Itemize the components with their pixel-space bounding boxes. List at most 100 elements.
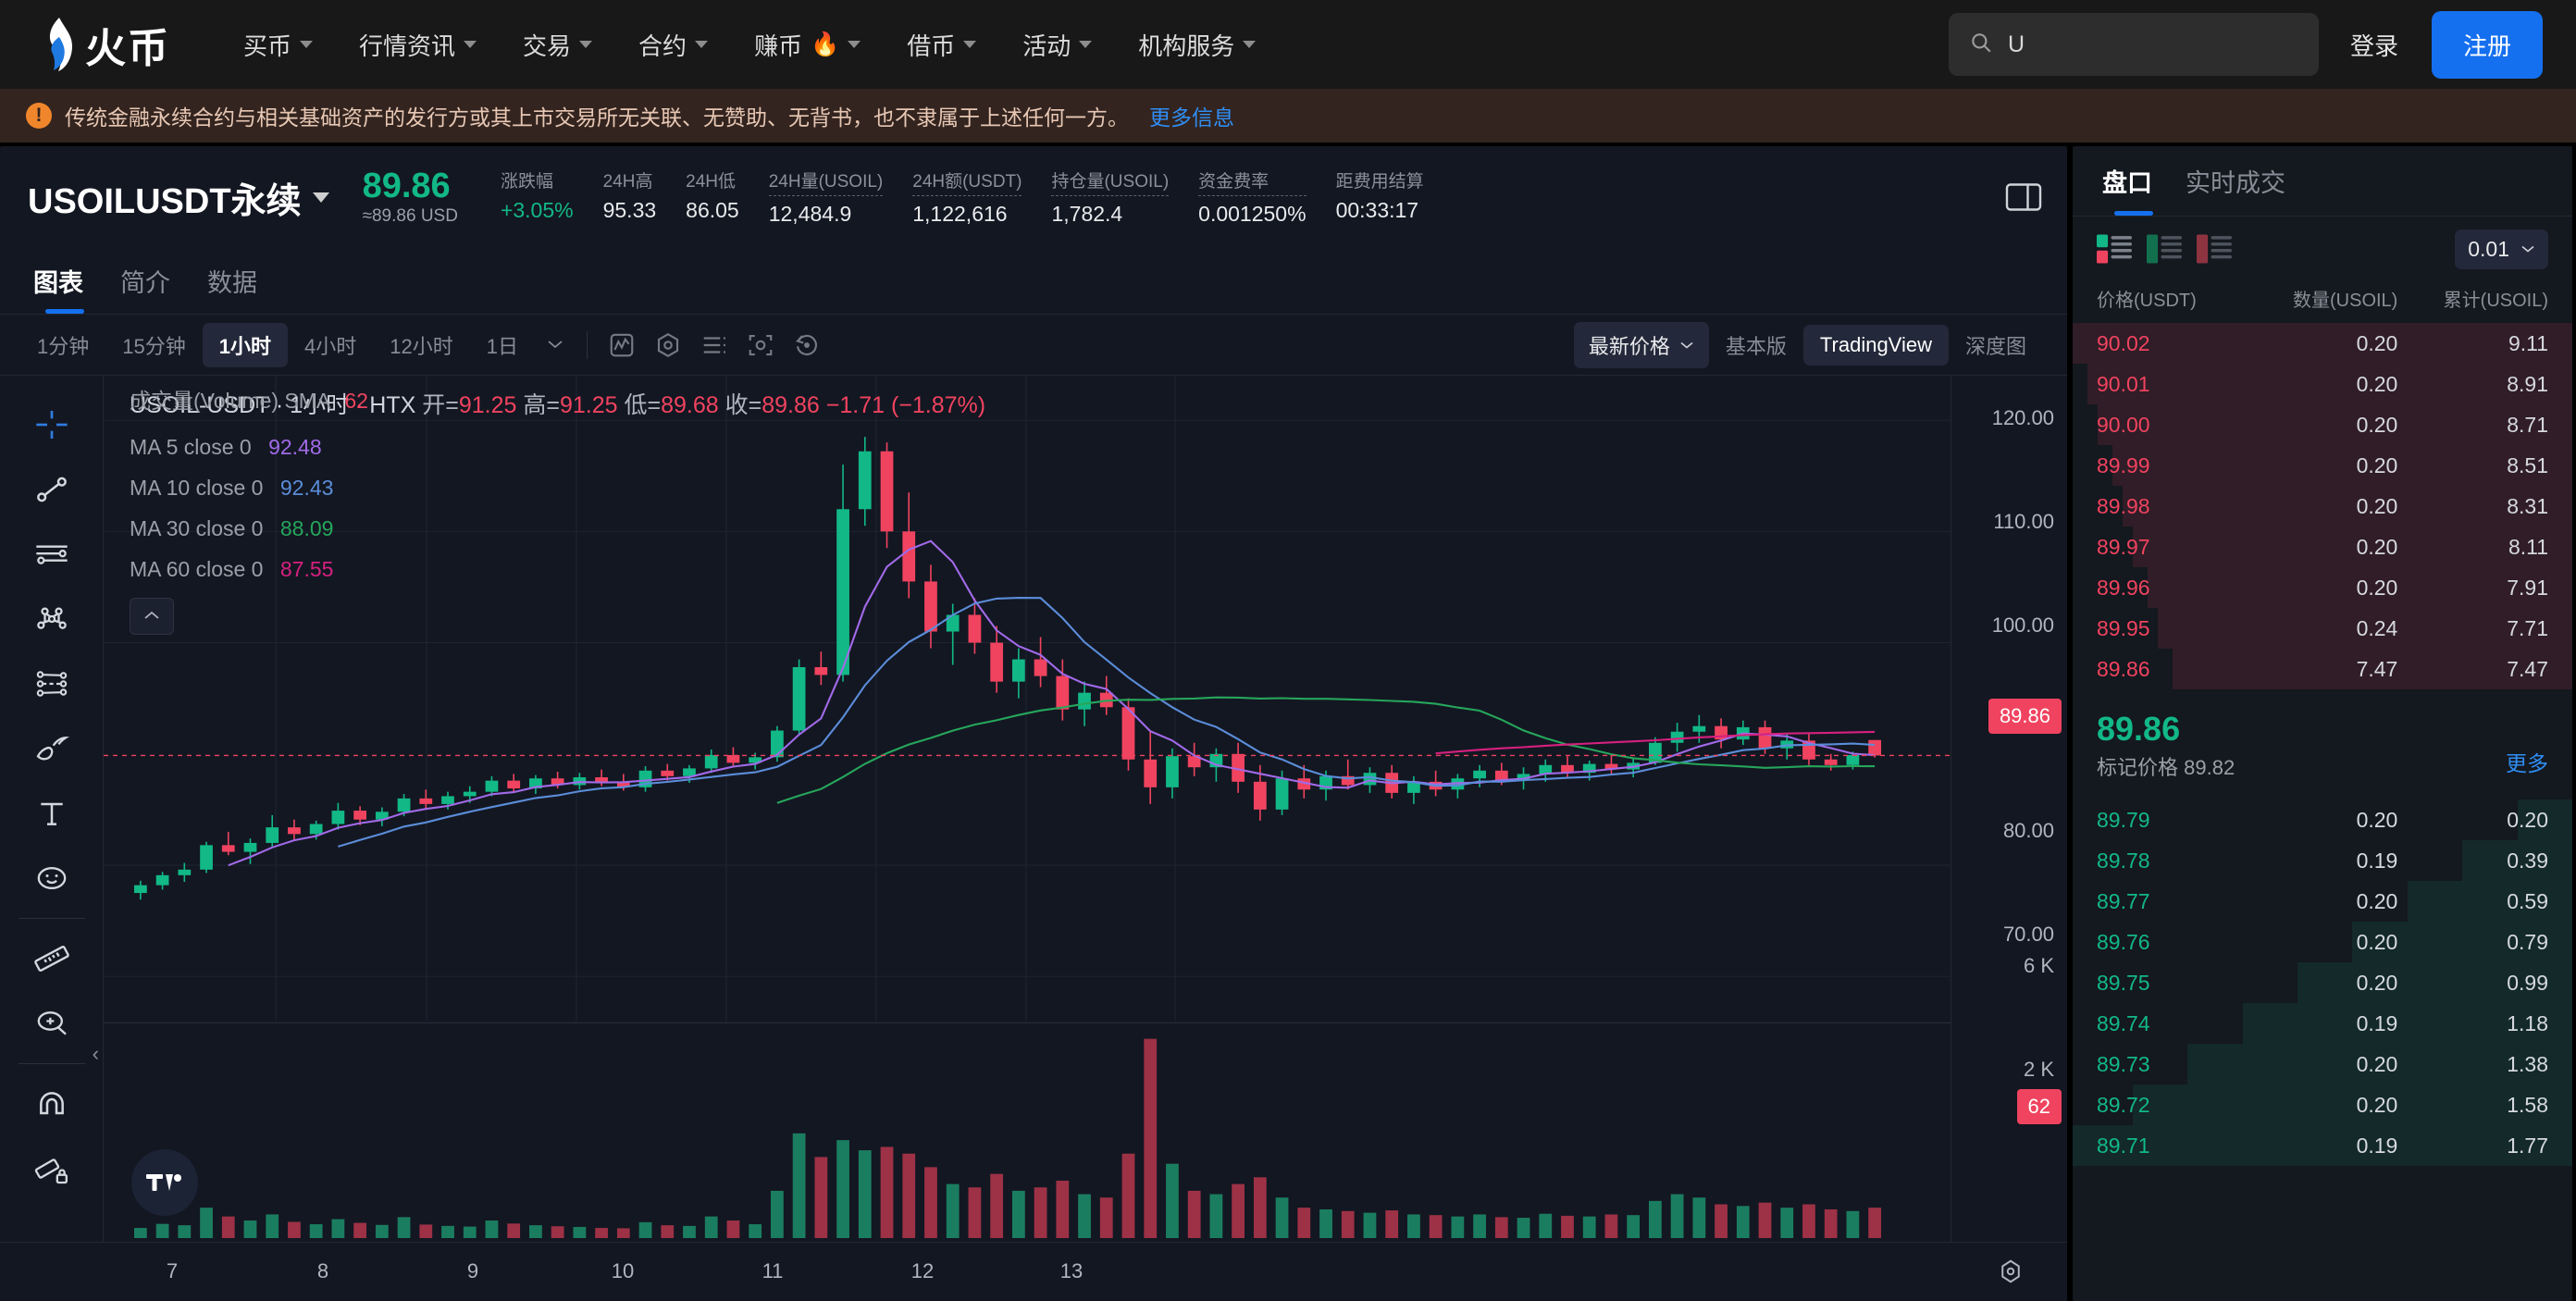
- asks-only-icon[interactable]: [2197, 234, 2232, 264]
- list-icon[interactable]: [691, 327, 737, 364]
- more-link[interactable]: 更多: [2506, 751, 2548, 776]
- price-mode-selector[interactable]: 最新价格: [1573, 321, 1709, 368]
- timeframe-1m[interactable]: 1分钟: [37, 334, 90, 358]
- horizontal-lines-icon[interactable]: [21, 522, 82, 587]
- magnet-icon[interactable]: [21, 1072, 82, 1136]
- ask-row[interactable]: 89.98 0.20 8.31: [2073, 486, 2572, 527]
- ask-row[interactable]: 90.02 0.20 9.11: [2073, 323, 2572, 364]
- ask-row[interactable]: 89.95 0.24 7.71: [2073, 608, 2572, 649]
- tab-recent-trades[interactable]: 实时成交: [2186, 169, 2285, 197]
- ma60-value: 87.55: [279, 557, 334, 581]
- search-input[interactable]: [2007, 31, 2298, 58]
- htx-logo[interactable]: 火币: [41, 15, 170, 74]
- volume-sma-value: 62: [344, 389, 368, 413]
- layout-toggle-icon[interactable]: [2004, 180, 2043, 214]
- volume-label: 成交量(Volume) SMA: [130, 389, 329, 413]
- nav-item-buy[interactable]: 买币: [220, 28, 336, 62]
- lock-pencil-icon[interactable]: [21, 1136, 82, 1201]
- both-sides-icon[interactable]: [2097, 234, 2132, 264]
- collapse-toolbar-icon[interactable]: ‹: [92, 1042, 99, 1065]
- bid-row[interactable]: 89.76 0.20 0.79: [2073, 922, 2572, 963]
- bid-row[interactable]: 89.74 0.19 1.18: [2073, 1003, 2572, 1045]
- ohlc-open-label: 开=: [422, 392, 459, 418]
- chevron-down-icon: [1079, 41, 1093, 48]
- y-tick: 120.00: [1991, 406, 2054, 429]
- chart-mode-depth[interactable]: 深度图: [1964, 334, 2026, 358]
- nav-item-trade[interactable]: 交易: [500, 28, 615, 62]
- timeframe-1d[interactable]: 1日: [486, 334, 518, 358]
- ask-row[interactable]: 90.00 0.20 8.71: [2073, 404, 2572, 445]
- undo-icon[interactable]: [784, 327, 830, 364]
- nav-item-markets[interactable]: 行情资讯: [336, 28, 500, 62]
- chart-mode-tradingview[interactable]: TradingView: [1802, 324, 1949, 366]
- timeframe-15m[interactable]: 15分钟: [122, 334, 186, 358]
- banner-more-link[interactable]: 更多信息: [1149, 105, 1234, 130]
- nav-item-events[interactable]: 活动: [999, 28, 1115, 62]
- bid-row[interactable]: 89.73 0.20 1.38: [2073, 1044, 2572, 1085]
- bid-row[interactable]: 89.78 0.19 0.39: [2073, 840, 2572, 882]
- toolbar-divider: [18, 918, 85, 919]
- stat-label[interactable]: 24H额(USDT): [912, 167, 1022, 196]
- flame-logo-icon: [41, 17, 80, 72]
- order-price: 90.00: [2097, 412, 2150, 437]
- bid-row[interactable]: 89.71 0.19 1.77: [2073, 1125, 2572, 1167]
- chart-mode-basic[interactable]: 基本版: [1725, 334, 1787, 358]
- tab-orderbook[interactable]: 盘口: [2099, 146, 2169, 216]
- time-axis[interactable]: 7 8 9 10 11 12 13: [0, 1242, 2067, 1301]
- tradingview-logo[interactable]: [131, 1149, 198, 1216]
- brush-icon[interactable]: [21, 716, 82, 781]
- chart-plot[interactable]: USOIL-USDT · 1小时 · HTX 开=91.25 高=91.25 低…: [104, 376, 1951, 1242]
- bid-row[interactable]: 89.77 0.20 0.59: [2073, 881, 2572, 923]
- tick-size-selector[interactable]: 0.01: [2455, 229, 2548, 269]
- signup-button[interactable]: 注册: [2431, 10, 2543, 79]
- pair-selector[interactable]: USOILUSDT永续: [28, 172, 329, 223]
- zoom-in-icon[interactable]: [21, 991, 82, 1056]
- price-axis[interactable]: 120.00 110.00 100.00 89.86 80.00 70.00 6…: [1951, 376, 2067, 1242]
- nav-item-institutional[interactable]: 机构服务: [1115, 28, 1279, 62]
- bid-row[interactable]: 89.79 0.20 0.20: [2073, 799, 2572, 841]
- timeframe-4h[interactable]: 4小时: [303, 334, 357, 358]
- stat-label[interactable]: 资金费率: [1198, 167, 1307, 196]
- timezone-clock-icon[interactable]: [1997, 1258, 2025, 1290]
- text-icon[interactable]: [21, 781, 82, 846]
- chevron-down-icon[interactable]: [535, 335, 576, 354]
- settings-hex-icon[interactable]: [645, 327, 691, 364]
- emoji-icon[interactable]: [21, 846, 82, 911]
- trendline-icon[interactable]: [21, 457, 82, 522]
- ask-row[interactable]: 89.99 0.20 8.51: [2073, 445, 2572, 486]
- tab-intro[interactable]: 简介: [120, 269, 170, 297]
- search-box[interactable]: [1948, 13, 2319, 76]
- timeframe-1h[interactable]: 1小时: [202, 322, 288, 367]
- stat-label: 24H高: [602, 172, 653, 192]
- stat-label[interactable]: 24H量(USOIL): [768, 167, 884, 196]
- nav-item-earn[interactable]: 赚币 🔥: [731, 28, 884, 62]
- timeframe-12h[interactable]: 12小时: [390, 334, 453, 358]
- ask-row[interactable]: 89.86 7.47 7.47: [2073, 649, 2572, 689]
- ohlc-high: 91.25: [559, 392, 618, 418]
- tab-data[interactable]: 数据: [207, 269, 257, 297]
- bid-row[interactable]: 89.72 0.20 1.58: [2073, 1084, 2572, 1126]
- chevron-down-icon: [579, 41, 593, 48]
- nav-item-futures[interactable]: 合约: [615, 28, 731, 62]
- chart-tabs: 图表 简介 数据: [0, 248, 2067, 315]
- depth-bar: [2242, 1003, 2572, 1045]
- bid-row[interactable]: 89.75 0.20 0.99: [2073, 962, 2572, 1004]
- mark-price-value: 89.82: [2184, 756, 2235, 780]
- ask-row[interactable]: 89.96 0.20 7.91: [2073, 567, 2572, 608]
- stat-label[interactable]: 持仓量(USOIL): [1051, 167, 1170, 196]
- snapshot-icon[interactable]: [737, 327, 784, 364]
- indicator-icon[interactable]: [599, 327, 645, 364]
- parallel-channel-icon[interactable]: [21, 651, 82, 716]
- tab-chart[interactable]: 图表: [28, 248, 102, 314]
- ask-row[interactable]: 89.97 0.20 8.11: [2073, 527, 2572, 567]
- nav-label: 交易: [523, 31, 572, 60]
- ask-row[interactable]: 90.01 0.20 8.91: [2073, 364, 2572, 404]
- bids-only-icon[interactable]: [2147, 234, 2182, 264]
- crosshair-icon[interactable]: [21, 392, 82, 457]
- orderbook-mid-price: 89.86 标记价格 89.82 更多: [2073, 689, 2572, 799]
- ruler-icon[interactable]: [21, 926, 82, 991]
- collapse-legend-icon[interactable]: [130, 598, 174, 635]
- nav-item-loans[interactable]: 借币: [884, 28, 999, 62]
- login-button[interactable]: 登录: [2349, 31, 2398, 60]
- pitchfork-icon[interactable]: [21, 587, 82, 651]
